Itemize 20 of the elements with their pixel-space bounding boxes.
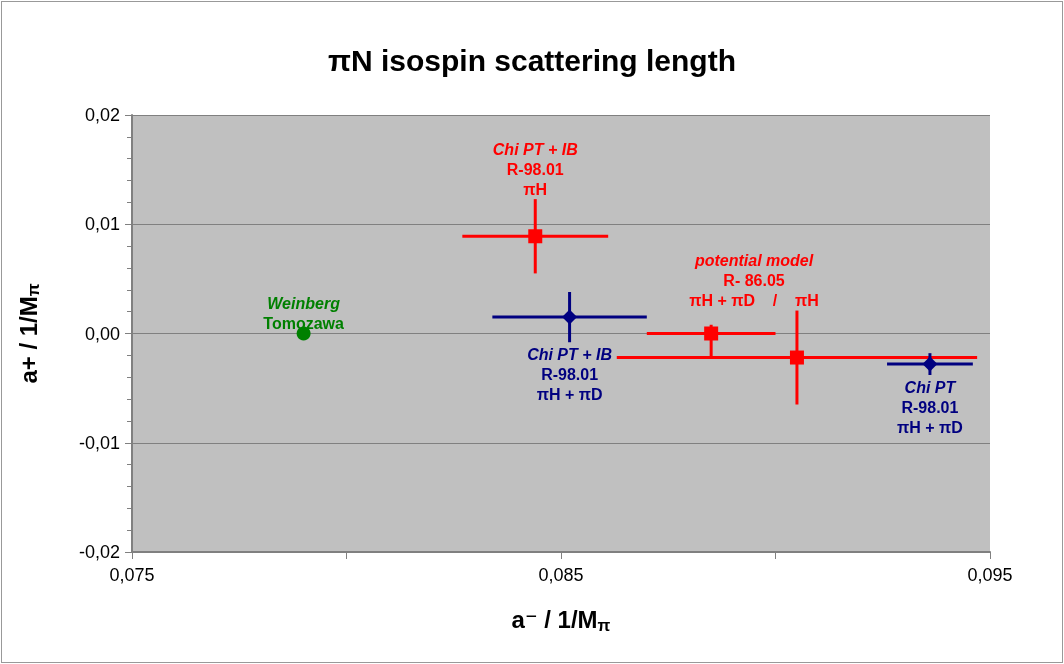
x-tick-label: 0,095 xyxy=(967,565,1013,585)
y-tick-label: -0,01 xyxy=(78,432,120,453)
series-label: Chi PT R-98.01 πH + πD xyxy=(897,378,963,436)
point xyxy=(528,229,543,244)
point xyxy=(922,356,938,372)
text: Chi PT + IB R-98.01 πH + πD xyxy=(527,345,613,403)
y-tick-label: -0,02 xyxy=(78,542,120,562)
point xyxy=(562,309,578,325)
y-tick-label: 0,00 xyxy=(84,323,120,344)
text: Chi PT + IB R-98.01 πH xyxy=(492,140,578,198)
x-tick-label: 0,075 xyxy=(109,565,155,585)
x-tick-label: 0,085 xyxy=(538,565,584,585)
y-tick-label: 0,01 xyxy=(84,214,120,235)
point xyxy=(789,350,804,365)
chart-title: πN isospin scattering length xyxy=(327,43,737,77)
point xyxy=(704,326,719,341)
series-label: potential model R- 86.05 πH + πD / πH xyxy=(689,252,819,310)
series-label: Weinberg Tomozawa xyxy=(263,295,344,332)
y-tick-label: 0,02 xyxy=(84,105,120,125)
y-axis-title: a+ / 1/Mπ xyxy=(14,283,43,384)
